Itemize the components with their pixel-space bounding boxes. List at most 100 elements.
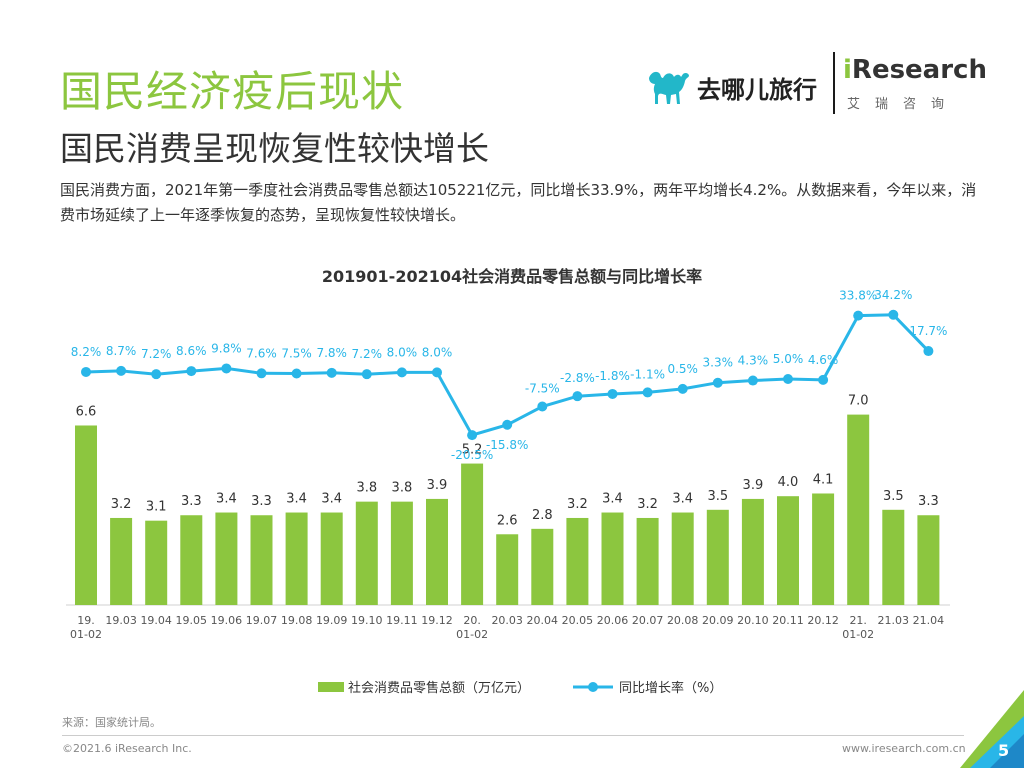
- bar-label: 3.3: [181, 494, 202, 509]
- bar: [847, 414, 870, 605]
- bar: [320, 512, 343, 605]
- bar: [355, 501, 378, 605]
- line-point: [572, 391, 583, 402]
- source-note: 来源：国家统计局。: [62, 716, 161, 729]
- legend-bar-label: 社会消费品零售总额（万亿元）: [348, 680, 530, 696]
- x-tick-label: 19.07: [246, 614, 278, 627]
- bar: [285, 512, 308, 605]
- page-subtitle: 国民消费呈现恢复性较快增长: [60, 129, 489, 168]
- x-tick-label: 20.06: [597, 614, 629, 627]
- line-point: [642, 387, 653, 398]
- line-point: [467, 430, 478, 441]
- bar-label: 3.1: [146, 500, 167, 515]
- line-point: [396, 367, 407, 378]
- line-label: 7.2%: [352, 347, 383, 361]
- legend-bar-swatch: [318, 682, 344, 692]
- line-point: [186, 366, 197, 377]
- line-point: [81, 366, 91, 377]
- line-point: [712, 377, 723, 388]
- x-tick-label: 19.08: [281, 614, 313, 627]
- x-tick-label: 19.05: [176, 614, 208, 627]
- bar-label: 3.4: [672, 492, 693, 507]
- bar: [390, 501, 413, 605]
- bar: [882, 509, 905, 605]
- bar: [636, 517, 659, 605]
- line-label: 8.0%: [422, 345, 453, 359]
- bar: [461, 463, 484, 605]
- bar-label: 3.4: [286, 492, 307, 507]
- line-point: [818, 374, 829, 385]
- copyright-text: ©2021.6 iResearch Inc.: [62, 742, 192, 755]
- x-tick-label: 20.09: [702, 614, 734, 627]
- bar: [110, 517, 133, 605]
- line-label: 4.6%: [808, 353, 839, 367]
- x-tick-label: 21.04: [913, 614, 945, 627]
- bar: [531, 528, 554, 605]
- line-label: 7.8%: [316, 346, 347, 360]
- bar-label: 3.3: [251, 494, 272, 509]
- description-text: 国民消费方面，2021年第一季度社会消费品零售总额达105221亿元，同比增长3…: [60, 181, 977, 224]
- iresearch-logo-cn: 艾瑞咨询: [847, 97, 960, 112]
- website-link[interactable]: www.iresearch.com.cn: [842, 742, 966, 755]
- line-label: 4.3%: [738, 354, 769, 368]
- line-label: -1.1%: [630, 367, 665, 381]
- x-tick-label: 20.07: [632, 614, 664, 627]
- bar-label: 2.6: [497, 513, 518, 528]
- line-point: [221, 363, 232, 374]
- x-tick-label: 19.11: [386, 614, 418, 627]
- bar-label: 3.5: [707, 489, 728, 504]
- line-point: [361, 369, 372, 380]
- x-tick-label: 19.04: [140, 614, 172, 627]
- bar-label: 5.2: [462, 443, 483, 458]
- line-label: 8.7%: [106, 344, 137, 358]
- bar: [601, 512, 624, 605]
- line-label: 5.0%: [773, 352, 804, 366]
- x-tick-label: 19.10: [351, 614, 383, 627]
- legend-line-label: 同比增长率（%）: [619, 680, 722, 696]
- bar-label: 3.5: [883, 489, 904, 504]
- line-label: -15.8%: [486, 438, 528, 452]
- line-label: 8.2%: [71, 345, 102, 359]
- line-label: 17.7%: [909, 324, 947, 338]
- line-point: [853, 310, 864, 321]
- bar-label: 4.1: [813, 472, 834, 487]
- bar: [566, 517, 589, 605]
- line-label: 33.8%: [839, 289, 877, 303]
- x-tick-label: 20.12: [807, 614, 839, 627]
- bar: [426, 498, 448, 605]
- line-label: 7.2%: [141, 347, 172, 361]
- line-label: 8.0%: [387, 345, 418, 359]
- line-point: [747, 375, 758, 386]
- x-tick-label: 19.09: [316, 614, 348, 627]
- x-tick-label: 19.03: [105, 614, 137, 627]
- x-tick-label: 20.11: [772, 614, 804, 627]
- line-label: 7.5%: [281, 347, 312, 361]
- x-tick-label: 20.08: [667, 614, 699, 627]
- bar: [671, 512, 694, 605]
- line-point: [502, 419, 513, 430]
- bar: [741, 498, 764, 605]
- line-label: -20.5%: [451, 448, 493, 462]
- x-tick-label: 19.12: [421, 614, 453, 627]
- x-tick-label: 01-02: [456, 628, 488, 641]
- corner-decoration: [960, 690, 1024, 768]
- bar-label: 3.4: [602, 492, 623, 507]
- bar: [496, 534, 519, 605]
- line-point: [607, 388, 618, 399]
- bar-label: 3.2: [567, 497, 588, 512]
- line-point: [783, 374, 793, 384]
- iresearch-logo: iResearch 艾瑞咨询: [843, 55, 987, 115]
- bar-label: 3.4: [216, 492, 237, 507]
- x-tick-label: 01-02: [842, 628, 874, 641]
- line-point: [677, 383, 688, 394]
- line-label: -2.8%: [560, 371, 595, 385]
- x-tick-label: 20.10: [737, 614, 769, 627]
- bar-label: 3.9: [427, 478, 448, 493]
- logo-divider: [833, 52, 835, 114]
- page-title: 国民经济疫后现状: [60, 67, 405, 116]
- bar-label: 3.8: [392, 481, 413, 496]
- x-tick-label: 20.04: [527, 614, 559, 627]
- x-tick-label: 19.06: [211, 614, 243, 627]
- line-label: -1.8%: [595, 369, 630, 383]
